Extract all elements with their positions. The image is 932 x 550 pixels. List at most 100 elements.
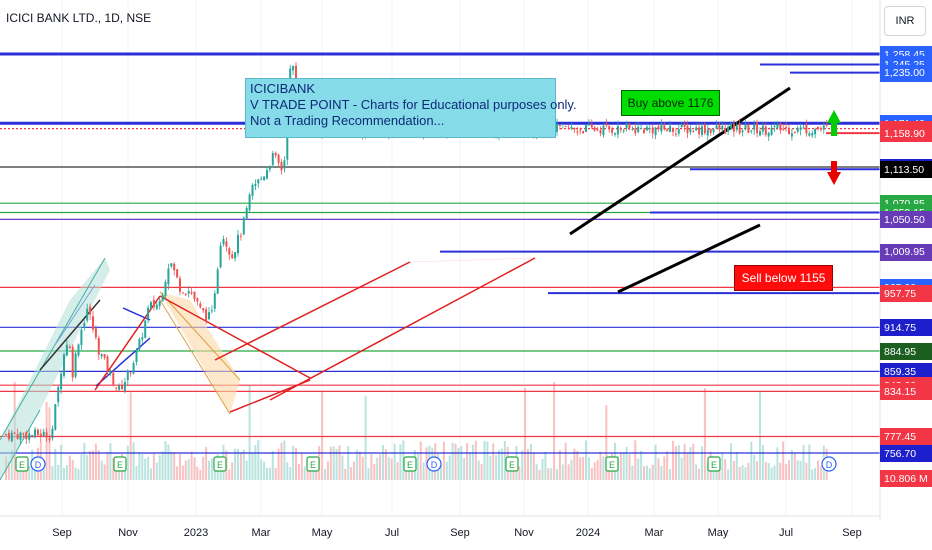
candle-body <box>242 217 245 235</box>
candle-body <box>74 353 77 377</box>
candle-body <box>677 129 680 134</box>
candle-body <box>225 241 228 247</box>
volume-bar <box>651 464 654 480</box>
candle-body <box>150 302 152 309</box>
volume-bar <box>480 463 483 480</box>
volume-bar <box>60 444 63 480</box>
candle-body <box>788 129 790 135</box>
volume-bar <box>147 456 150 480</box>
candle-body <box>602 125 605 136</box>
candle-body <box>811 132 814 136</box>
candle-body <box>759 131 761 136</box>
price-label: 859.35 <box>880 363 932 381</box>
candle-body <box>164 281 167 297</box>
candle-body <box>254 183 257 186</box>
volume-bar <box>10 449 13 480</box>
volume-bar <box>92 450 94 480</box>
trend-drawings <box>0 86 791 481</box>
volume-bar <box>561 464 564 480</box>
candle-body <box>123 382 126 391</box>
volume-bar <box>689 446 692 480</box>
candle-body <box>683 123 686 127</box>
candle-body <box>744 124 747 130</box>
chart-title: ICICI BANK LTD., 1D, NSE <box>6 11 152 25</box>
candle-body <box>605 123 608 126</box>
volume-bar <box>370 454 373 480</box>
candle-body <box>802 126 805 128</box>
volume-bar <box>489 455 492 480</box>
volume-bar <box>558 450 561 480</box>
volume-bar <box>628 454 631 480</box>
candle-body <box>619 127 622 131</box>
volume-bar <box>376 457 379 480</box>
volume-bar <box>132 442 135 480</box>
volume-bar <box>735 452 738 480</box>
volume-bar <box>669 469 672 480</box>
volume-bar <box>819 466 822 480</box>
volume-bar <box>65 465 68 480</box>
volume-bar <box>440 465 442 480</box>
candle-body <box>42 431 45 437</box>
info-note: ICICIBANK V TRADE POINT - Charts for Edu… <box>245 78 577 138</box>
volume-bar <box>527 449 529 480</box>
candle-body <box>5 434 7 436</box>
volume-bar <box>141 454 144 480</box>
volume-bar <box>257 440 260 480</box>
candle-body <box>170 263 173 267</box>
candle-body <box>22 433 25 435</box>
candle-body <box>701 126 703 135</box>
volume-bar <box>155 462 158 480</box>
event-marker: E <box>505 456 519 472</box>
candle-body <box>761 125 764 132</box>
volume-bar <box>173 452 176 480</box>
volume-bar <box>521 450 524 480</box>
candle-body <box>657 126 660 130</box>
volume-bar <box>538 469 541 480</box>
volume-bar <box>86 455 89 480</box>
volume-bar <box>237 448 239 480</box>
channel-line <box>54 284 96 346</box>
volume-bar <box>179 454 181 480</box>
time-tick-label: Sep <box>52 527 72 539</box>
currency-button[interactable]: INR <box>884 6 926 36</box>
candle-body <box>277 154 280 163</box>
candle-body <box>611 128 614 133</box>
volume-bar <box>790 450 793 480</box>
volume-bar <box>144 458 147 480</box>
earnings-icon <box>113 456 127 472</box>
volume-bar <box>54 448 57 480</box>
volume-bar <box>239 452 242 480</box>
time-tick-label: Sep <box>450 527 470 539</box>
candle-body <box>645 126 648 131</box>
volume-bar <box>286 462 289 480</box>
candle-body <box>582 130 585 134</box>
volume-bar <box>634 440 637 480</box>
candle-body <box>10 432 13 442</box>
volume-bar <box>732 460 735 480</box>
candle-body <box>237 234 239 254</box>
volume-bar <box>274 468 277 480</box>
event-marker: E <box>213 456 227 472</box>
volume-bar <box>463 457 466 480</box>
candle-body <box>590 124 593 128</box>
volume-bar <box>683 443 686 480</box>
volume-bar <box>599 451 602 480</box>
candle-body <box>199 303 202 308</box>
candle-body <box>756 122 759 134</box>
volume-bar <box>228 469 231 480</box>
volume-bar <box>727 469 730 480</box>
event-letter: E <box>310 460 316 470</box>
volume-bar <box>703 387 706 480</box>
volume-bar <box>94 443 97 480</box>
volume-bar <box>773 465 776 480</box>
candle-body <box>109 371 112 374</box>
candle-body <box>25 431 28 440</box>
candle-body <box>585 125 587 132</box>
volume-bar <box>208 460 210 480</box>
volume-bar <box>779 462 782 480</box>
volume-bar <box>782 441 785 480</box>
volume-bar <box>596 460 599 480</box>
volume-bar <box>590 468 593 480</box>
candle-body <box>599 130 602 134</box>
